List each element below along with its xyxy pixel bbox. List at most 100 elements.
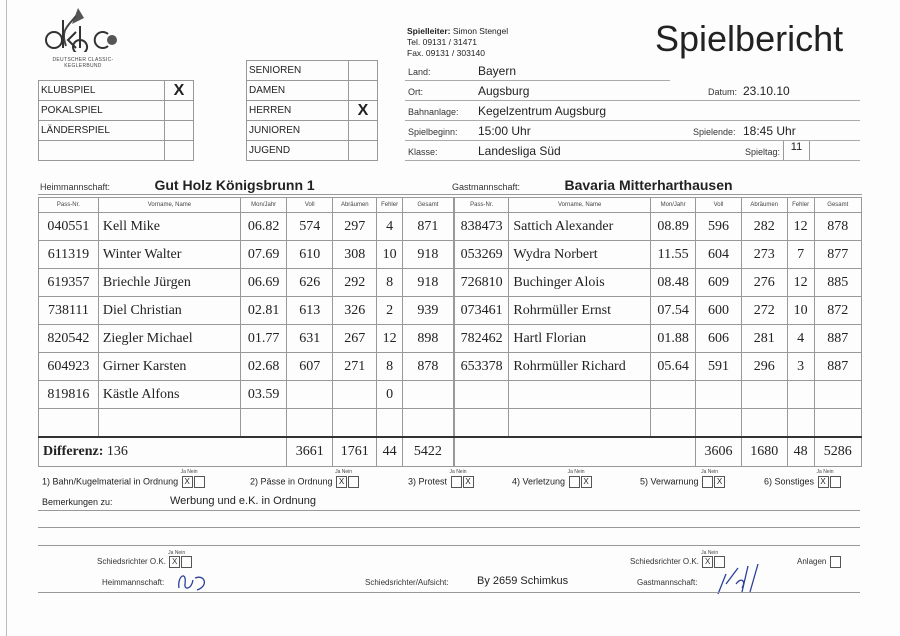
cell: 273 — [740, 240, 788, 269]
cell: 939 — [401, 296, 455, 325]
category-checkbox[interactable] — [348, 60, 378, 81]
datum-value: 23.10.10 — [743, 84, 790, 98]
cell — [332, 408, 378, 438]
sr-guest-nein-checkbox[interactable] — [714, 556, 726, 568]
cell — [695, 380, 742, 409]
nein-checkbox[interactable] — [193, 476, 205, 488]
game_type-checkbox[interactable] — [164, 140, 194, 161]
cell: 872 — [813, 296, 863, 325]
player-row: 819816 Kästle Alfons 03.59 0 — [38, 380, 455, 409]
game_type-label: POKALSPIEL — [38, 100, 165, 121]
cell: 03.59 — [240, 380, 288, 409]
leiter-name: Simon Stengel — [452, 26, 509, 36]
cell: 326 — [332, 296, 378, 325]
cell: 276 — [740, 268, 788, 297]
cell: 726810 — [453, 268, 510, 297]
nein-checkbox[interactable]: X — [714, 476, 726, 488]
nein-checkbox[interactable]: X — [462, 476, 474, 488]
category-label: JUGEND — [246, 140, 349, 161]
anlagen-checkbox[interactable] — [829, 556, 841, 568]
game_type-checkbox[interactable]: X — [164, 80, 194, 101]
cell — [695, 408, 742, 438]
game_type-row: POKALSPIEL — [38, 100, 194, 121]
cell — [740, 380, 788, 409]
cell: 609 — [695, 268, 742, 297]
player-row: 619357 Briechle Jürgen 06.69 626 292 8 918 — [38, 268, 455, 297]
game_type-checkbox[interactable] — [164, 100, 194, 121]
category-label: HERREN — [246, 100, 349, 121]
column-header: Pass-Nr. — [453, 197, 510, 213]
anlagen-label: Anlagen — [797, 557, 827, 567]
yes-no-label: Ja Nein — [701, 469, 719, 476]
sr-guest-ja-checkbox[interactable]: X — [702, 556, 714, 568]
total-cell: 3661 — [286, 436, 334, 467]
ja-checkbox[interactable] — [450, 476, 462, 488]
question-label: 1) Bahn/Kugelmaterial in Ordnung — [42, 476, 179, 487]
remarks-line-3 — [38, 545, 860, 546]
ja-checkbox[interactable]: X — [336, 476, 348, 488]
sr-ok-label: Schiedsrichter O.K. — [630, 557, 699, 567]
column-header: Abräumen — [740, 197, 788, 213]
game_type-label: LÄNDERSPIEL — [38, 120, 165, 141]
cell: Kell Mike — [97, 212, 242, 241]
cell — [38, 408, 99, 438]
ja-checkbox[interactable]: X — [181, 476, 193, 488]
game_type-checkbox[interactable] — [164, 120, 194, 141]
column-header: Gesamt — [401, 197, 455, 213]
category-checkbox[interactable]: X — [348, 100, 378, 121]
nein-checkbox[interactable] — [348, 476, 360, 488]
cell: 12 — [376, 324, 403, 353]
cell: 871 — [401, 212, 455, 241]
diff-label: Differenz: — [43, 444, 104, 459]
yes-no-label: Ja Nein — [335, 469, 353, 476]
column-header: Vorname, Name — [97, 197, 242, 213]
ja-checkbox[interactable] — [568, 476, 580, 488]
question-label: 2) Pässe in Ordnung — [250, 476, 333, 487]
cell: 878 — [401, 352, 455, 381]
cell — [508, 408, 651, 438]
total-cell: 44 — [376, 436, 403, 467]
column-header: Fehler — [376, 197, 403, 213]
cell — [649, 380, 697, 409]
ja-checkbox[interactable] — [702, 476, 714, 488]
cell: 7 — [786, 240, 815, 269]
sr-home-nein-checkbox[interactable] — [181, 556, 193, 568]
cell: 4 — [376, 212, 403, 241]
cell: 653378 — [453, 352, 510, 381]
player-row: 653378 Rohrmüller Richard 05.64 591 296 3 887 — [453, 352, 863, 381]
question-5: 5) Verwarnung Ja Nein X — [640, 469, 726, 488]
category-row: DAMEN — [246, 80, 378, 101]
cell — [740, 408, 788, 438]
category-checkbox[interactable] — [348, 80, 378, 101]
cell: 292 — [332, 268, 378, 297]
bahn-value: Kegelzentrum Augsburg — [478, 104, 607, 118]
cell: 819816 — [38, 380, 99, 409]
signature-line — [38, 592, 860, 593]
totals-row: Differenz: 136 3661 1761 44 5422 — [37, 436, 455, 467]
ja-checkbox[interactable]: X — [817, 476, 829, 488]
cell: 053269 — [453, 240, 510, 269]
sr-home-ja-checkbox[interactable]: X — [169, 556, 181, 568]
guest-score-table: Pass-Nr. Vorname, Name Mon/Jahr Voll Abräume… — [453, 197, 863, 467]
ende-label: Spielende: — [693, 127, 736, 137]
nein-checkbox[interactable]: X — [580, 476, 592, 488]
game_type-row: KLUBSPIEL X — [38, 80, 194, 101]
total-cell: 5286 — [813, 436, 863, 467]
yes-no-label: Ja Nein — [168, 550, 186, 557]
dkbc-logo: DEUTSCHER CLASSIC-KEGLERBUND — [38, 6, 128, 69]
cell: 820542 — [38, 324, 99, 353]
category-checkbox[interactable] — [348, 140, 378, 161]
cell: 631 — [286, 324, 334, 353]
logo-subtitle: DEUTSCHER CLASSIC-KEGLERBUND — [52, 57, 114, 69]
page-title: Spielbericht — [655, 18, 844, 59]
home-signature — [178, 575, 205, 591]
cell: 918 — [401, 268, 455, 297]
nein-checkbox[interactable] — [829, 476, 841, 488]
game_type-row: LÄNDERSPIEL — [38, 120, 194, 141]
cell — [332, 380, 378, 409]
cell: 613 — [286, 296, 334, 325]
category-checkbox[interactable] — [348, 120, 378, 141]
cell — [286, 408, 334, 438]
player-row: 040551 Kell Mike 06.82 574 297 4 871 — [38, 212, 455, 241]
cell: Rohrmüller Ernst — [508, 296, 651, 325]
